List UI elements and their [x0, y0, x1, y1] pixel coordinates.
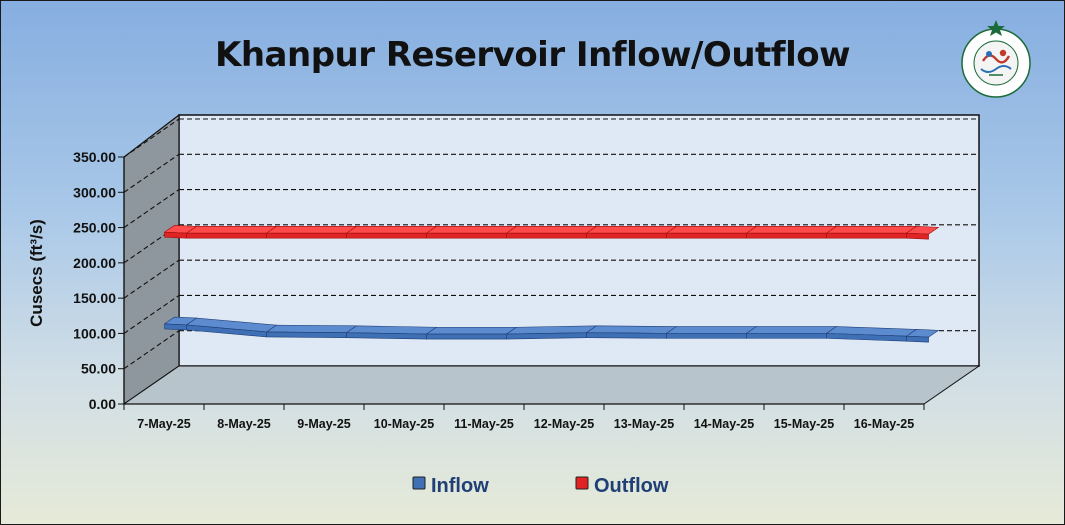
series-segment: [164, 323, 187, 331]
series-segment-top: [345, 226, 438, 234]
series-segment-top: [265, 226, 358, 234]
x-tick-label: 9-May-25: [297, 417, 351, 431]
gridline-side: [123, 294, 180, 334]
series-segment: [346, 232, 427, 239]
gridline-side: [123, 330, 180, 370]
series-segment-top: [745, 226, 838, 234]
gridline-side: [123, 259, 180, 299]
series-segment: [906, 232, 929, 240]
series-segment: [666, 333, 747, 339]
series-segment: [746, 333, 827, 339]
x-tick-label: 14-May-25: [694, 417, 754, 431]
y-axis-title: Cusecs (ft³/s): [27, 219, 46, 327]
series-segment: [506, 332, 587, 340]
series-segment: [164, 231, 187, 239]
y-tick-label: 50.00: [81, 361, 116, 377]
x-tick-label: 15-May-25: [774, 417, 834, 431]
x-tick-label: 16-May-25: [854, 417, 914, 431]
x-tick-label: 7-May-25: [137, 417, 191, 431]
series-segment: [266, 232, 347, 239]
legend-label: Inflow: [431, 475, 489, 497]
series-segment-top: [745, 326, 838, 334]
series-segment-top: [585, 325, 678, 334]
series-segment: [586, 332, 667, 339]
y-tick-label: 350.00: [73, 149, 116, 165]
legend-item-outflow: Outflow: [575, 475, 669, 497]
legend-label: Outflow: [594, 475, 669, 497]
x-tick-label: 8-May-25: [217, 417, 271, 431]
gridline-side: [123, 224, 180, 264]
x-tick-label: 10-May-25: [374, 417, 434, 431]
series-segment: [266, 331, 347, 338]
series-segment: [426, 333, 507, 340]
series-segment-top: [425, 326, 518, 335]
series-segment-top: [825, 226, 918, 234]
series-segment: [506, 232, 587, 239]
series-segment: [346, 332, 427, 340]
x-tick-label: 13-May-25: [614, 417, 674, 431]
legend-swatch: [575, 476, 589, 490]
legend-item-inflow: Inflow: [412, 475, 489, 497]
series-segment: [746, 232, 827, 239]
y-tick-label: 250.00: [73, 220, 116, 236]
series-segment: [586, 232, 667, 239]
y-tick-label: 200.00: [73, 255, 116, 271]
pmd-logo: [961, 20, 1031, 98]
legend-swatch: [412, 476, 426, 490]
series-segment-top: [585, 226, 678, 234]
series-segment-top: [505, 226, 598, 234]
series-segment: [666, 232, 747, 239]
series-segment: [426, 232, 507, 239]
y-tick-label: 0.00: [89, 396, 116, 412]
series-segment-top: [665, 226, 758, 234]
y-tick-label: 150.00: [73, 290, 116, 306]
x-tick-label: 11-May-25: [454, 417, 514, 431]
y-tick-label: 300.00: [73, 184, 116, 200]
x-tick-label: 12-May-25: [534, 417, 594, 431]
side-wall: [123, 113, 180, 406]
series-segment-top: [665, 326, 758, 334]
floor: [122, 365, 981, 405]
gridline-side: [123, 189, 180, 229]
y-tick-label: 100.00: [73, 325, 116, 341]
series-segment-top: [185, 226, 278, 234]
series-segment: [186, 232, 267, 239]
gridline-side: [123, 153, 180, 193]
series-segment-top: [265, 324, 358, 333]
series-segment-top: [425, 226, 518, 234]
series-segment: [826, 232, 907, 239]
series-segment: [906, 335, 929, 343]
gridline-side: [123, 118, 180, 158]
chart-title: Khanpur Reservoir Inflow/Outflow: [215, 35, 851, 75]
